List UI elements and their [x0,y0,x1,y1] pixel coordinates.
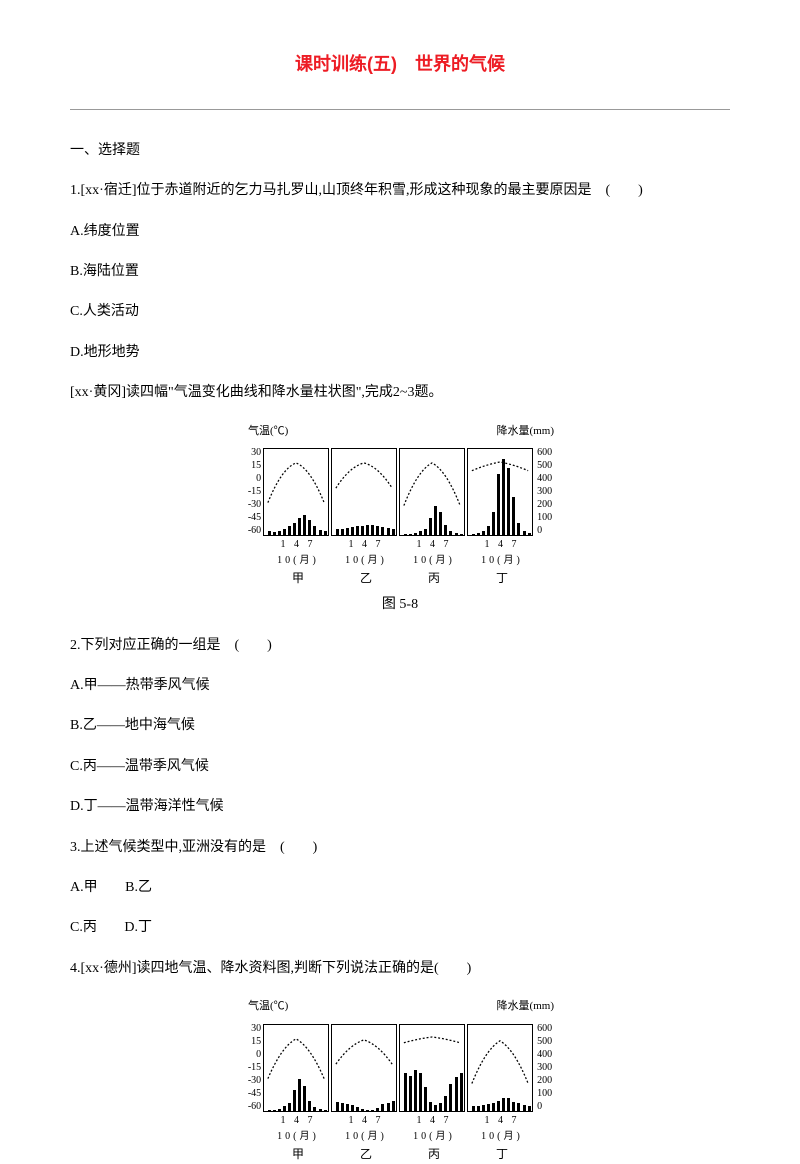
climate-chart-丁 [467,1024,533,1112]
temp-axis-label: 气温(℃) [244,423,288,441]
precip-axis-label: 降水量(mm) [497,998,556,1016]
section-heading: 一、选择题 [70,140,730,162]
panel-name: 丙 [400,569,468,588]
climate-chart-甲 [263,1024,329,1112]
x-ticks: 1 4 7 10(月) [400,1113,468,1145]
climate-chart-丙 [399,1024,465,1112]
q3-opt-b: B.乙 [125,880,152,895]
q1-opt-a: A.纬度位置 [70,221,730,243]
panel-name: 丁 [468,1145,536,1164]
temp-axis-label: 气温(℃) [244,998,288,1016]
q2-opt-b: B.乙——地中海气候 [70,715,730,737]
q23-intro: [xx·黄冈]读四幅"气温变化曲线和降水量柱状图",完成2~3题。 [70,382,730,404]
x-ticks: 1 4 7 10(月) [264,537,332,569]
precip-y-ticks: 6005004003002001000 [537,448,552,536]
figure-5-8-caption: 图 5-8 [70,594,730,616]
panel-name: 乙 [332,1145,400,1164]
panel-name: 乙 [332,569,400,588]
q2-opt-c: C.丙——温带季风气候 [70,756,730,778]
q4-stem: 4.[xx·德州]读四地气温、降水资料图,判断下列说法正确的是( ) [70,958,730,980]
climate-chart-丁 [467,448,533,536]
q3-opt-a: A.甲 [70,880,98,895]
climate-chart-乙 [331,448,397,536]
climate-chart-丙 [399,448,465,536]
q1-opt-b: B.海陆位置 [70,261,730,283]
figure-5-8: 气温(℃) 降水量(mm) 30150-15-30-45-60 60050040030… [244,423,556,589]
panel-name: 丙 [400,1145,468,1164]
temp-y-ticks: 30150-15-30-45-60 [248,1024,261,1112]
q1-opt-d: D.地形地势 [70,342,730,364]
q2-opt-a: A.甲——热带季风气候 [70,675,730,697]
climate-chart-甲 [263,448,329,536]
q3-opt-c: C.丙 [70,920,97,935]
q3-opt-d: D.丁 [124,920,152,935]
x-ticks: 1 4 7 10(月) [332,1113,400,1145]
temp-y-ticks: 30150-15-30-45-60 [248,448,261,536]
x-ticks: 1 4 7 10(月) [468,1113,536,1145]
panel-name: 甲 [264,569,332,588]
figure-q4: 气温(℃) 降水量(mm) 30150-15-30-45-60 60050040030… [244,998,556,1164]
panel-name: 丁 [468,569,536,588]
panel-name: 甲 [264,1145,332,1164]
q1-opt-c: C.人类活动 [70,301,730,323]
q1-stem: 1.[xx·宿迁]位于赤道附近的乞力马扎罗山,山顶终年积雪,形成这种现象的最主要… [70,180,730,202]
x-ticks: 1 4 7 10(月) [468,537,536,569]
q3-stem: 3.上述气候类型中,亚洲没有的是 ( ) [70,837,730,859]
x-ticks: 1 4 7 10(月) [332,537,400,569]
precip-y-ticks: 6005004003002001000 [537,1024,552,1112]
x-ticks: 1 4 7 10(月) [264,1113,332,1145]
q2-opt-d: D.丁——温带海洋性气候 [70,796,730,818]
q3-opts-ab: A.甲 B.乙 [70,877,730,899]
divider [70,109,730,110]
precip-axis-label: 降水量(mm) [497,423,556,441]
page-title: 课时训练(五) 世界的气候 [70,50,730,79]
x-ticks: 1 4 7 10(月) [400,537,468,569]
climate-chart-乙 [331,1024,397,1112]
q3-opts-cd: C.丙 D.丁 [70,917,730,939]
q2-stem: 2.下列对应正确的一组是 ( ) [70,635,730,657]
